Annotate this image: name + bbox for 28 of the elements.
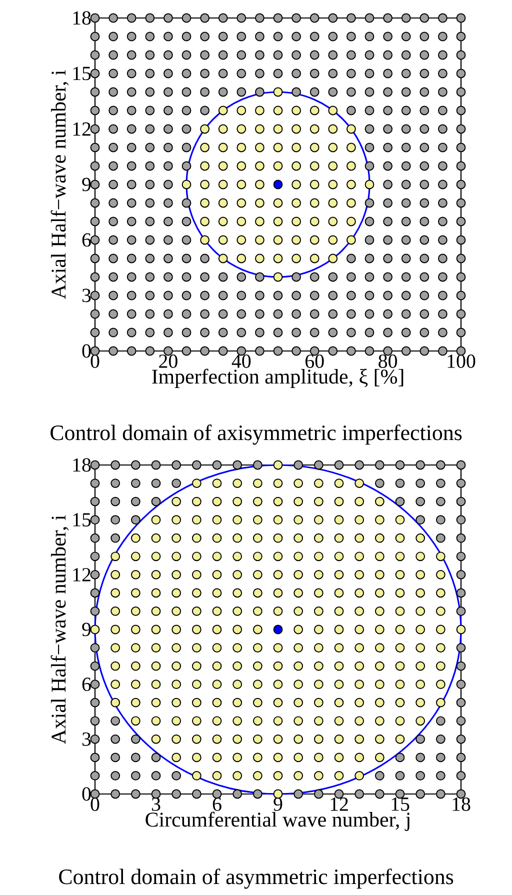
x-tick-label: 12 <box>330 798 348 811</box>
y-tick-label: 9 <box>82 178 91 192</box>
y-axis-title: Axial Half−wave number, i <box>50 70 69 299</box>
text: Control domain of asymmetric imperfections <box>59 868 454 889</box>
y-tick-label: 9 <box>82 622 91 636</box>
y-tick-label: 6 <box>82 233 91 247</box>
y-tick-label: 0 <box>82 344 91 358</box>
y-tick-label: 12 <box>73 568 90 582</box>
x-tick-label: 100 <box>448 354 476 368</box>
y-tick-label: 15 <box>73 513 91 526</box>
y-tick-label: 12 <box>73 122 90 136</box>
text: Control domain of axisymmetric imperfections <box>50 424 462 445</box>
y-tick-label: 3 <box>82 288 91 302</box>
y-axis-title: Axial Half−wave number, i <box>50 515 69 744</box>
x-axis-title: Imperfection amplitude, ξ [%] <box>152 368 404 388</box>
y-tick-label: 6 <box>82 678 91 692</box>
x-tick-label: 18 <box>452 798 470 811</box>
x-tick-label: 80 <box>378 354 398 368</box>
y-tick-label: 15 <box>73 66 91 80</box>
y-tick-label: 0 <box>82 787 91 801</box>
x-tick-label: 20 <box>159 354 178 368</box>
y-tick-label: 3 <box>82 732 91 746</box>
x-tick-label: 60 <box>306 354 324 368</box>
x-axis-title: Circumferential wave number, j <box>146 812 410 831</box>
y-tick-label: 18 <box>73 458 91 472</box>
x-tick-label: 15 <box>392 798 410 811</box>
x-tick-label: 40 <box>232 354 251 368</box>
y-tick-label: 18 <box>73 11 91 25</box>
